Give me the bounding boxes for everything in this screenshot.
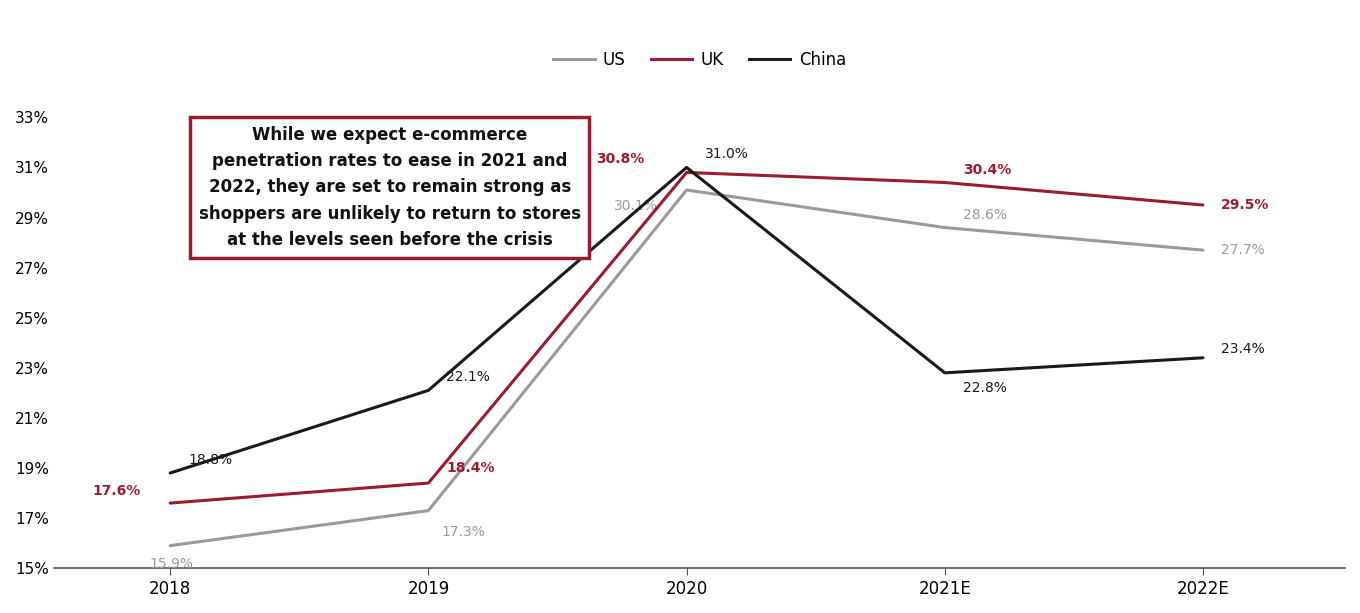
Text: 18.4%: 18.4%: [446, 461, 495, 475]
Text: 30.4%: 30.4%: [963, 163, 1010, 177]
Text: 31.0%: 31.0%: [704, 147, 748, 161]
Text: 29.5%: 29.5%: [1221, 198, 1269, 212]
Text: 22.8%: 22.8%: [963, 381, 1006, 395]
Text: 17.6%: 17.6%: [92, 484, 141, 498]
Text: 30.8%: 30.8%: [596, 151, 645, 166]
Text: 30.1%: 30.1%: [615, 199, 658, 213]
Text: 28.6%: 28.6%: [963, 208, 1006, 222]
Text: 27.7%: 27.7%: [1221, 243, 1265, 257]
Text: 22.1%: 22.1%: [446, 370, 491, 384]
Text: 17.3%: 17.3%: [441, 525, 486, 539]
Text: 15.9%: 15.9%: [150, 557, 193, 571]
Text: 18.8%: 18.8%: [188, 454, 233, 468]
Text: While we expect e-commerce
penetration rates to ease in 2021 and
2022, they are : While we expect e-commerce penetration r…: [199, 126, 581, 249]
Text: 23.4%: 23.4%: [1221, 342, 1265, 356]
Legend: US, UK, China: US, UK, China: [547, 44, 853, 75]
